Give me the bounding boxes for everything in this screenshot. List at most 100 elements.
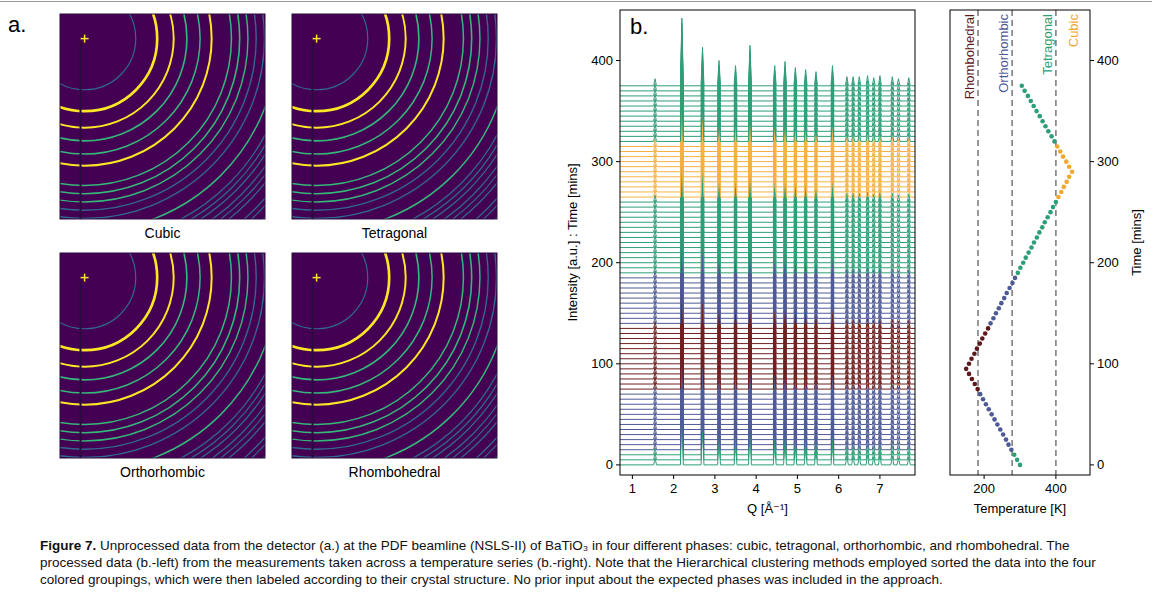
beamstop [312,282,314,458]
x-tick-label: 6 [835,481,842,496]
diffraction-ring [60,253,248,441]
diffraction-ring [292,14,497,219]
scan-point [1006,442,1011,447]
scan-point [970,377,975,382]
y-tick [616,363,620,364]
patterns [620,18,915,465]
detector-image [292,14,497,219]
beam-center [84,35,86,43]
y-tick-label: 400 [591,53,613,68]
plot-frame [950,10,1090,475]
scan-point [1021,260,1026,265]
y-tick [616,161,620,162]
x-tick-label: 2 [670,481,677,496]
diffraction-ring [60,14,157,111]
diffraction-ring [292,253,497,458]
scan-point [1029,245,1034,250]
scan-point [1056,195,1061,200]
y-tick [1090,464,1094,465]
diffraction-ring [292,253,497,458]
diffraction-ring [60,14,136,90]
x-tick-label: 1 [629,481,636,496]
diffraction-ring [60,14,248,202]
detector-background [292,14,497,219]
x-tick-label: 7 [876,481,883,496]
x-axis-title: Q [Å⁻¹] [747,501,788,516]
scan-point [988,321,993,326]
scan-point [1040,119,1045,124]
diffraction-ring [60,14,265,219]
diffraction-ring [292,253,497,458]
diffraction-ring [292,14,496,218]
temperature-points [964,10,1074,475]
x-tick [984,475,985,479]
diffraction-ring [292,14,497,219]
diffraction-ring [60,14,265,219]
scan-point [1009,447,1014,452]
diffraction-ring [60,253,265,458]
y-tick-label: 100 [591,356,613,371]
scan-point [1067,174,1072,179]
diffraction-ring [60,14,265,219]
scan-point [964,367,969,372]
diffraction-ring [292,14,389,111]
scan-point [1070,169,1075,174]
scan-point [984,402,989,407]
caption: Figure 7. Unprocessed data from the dete… [40,537,1115,588]
scan-point [994,311,999,316]
y-tick [1090,161,1094,162]
image-label: Tetragonal [362,225,427,241]
diffraction-ring [60,253,187,380]
scan-point [1061,185,1066,190]
scan-point [972,382,977,387]
detector-background [292,253,497,458]
y-axis-title: Intensity [a.u.] : Time [mins] [565,163,580,321]
diffraction-ring [60,14,265,219]
caption-label: Figure 7. [40,538,96,553]
diffraction-ring [60,253,265,458]
x-tick [756,475,757,479]
detector-background [60,253,265,458]
diffraction-ring [60,14,265,219]
y-tick-label: 0 [1097,457,1104,472]
scan-point [1042,220,1047,225]
x-tick [838,475,839,479]
diffraction-ring [60,253,265,458]
diffraction-ring [60,14,265,219]
x-tick-label: 5 [794,481,801,496]
scan-point [1007,286,1012,291]
scan-point [1052,139,1057,144]
scan-point [1013,276,1018,281]
figure: a.CubicTetragonalOrthorhombicRhombohedra… [0,0,1152,535]
diffraction-ring [292,14,497,219]
scan-point [977,341,982,346]
detector-background [60,14,265,219]
scan-point [1018,265,1023,270]
diffraction-ring [292,14,480,202]
scan-point [969,356,974,361]
scan-point [1054,200,1059,205]
scan-point [1004,291,1009,296]
diffraction-ring [60,253,136,329]
diffraction-ring [60,253,240,433]
scan-point [1002,296,1007,301]
scan-point [1061,154,1066,159]
scan-point [991,316,996,321]
diffraction-ring [292,253,497,458]
beam-center [316,274,318,282]
scan-point [1040,225,1045,230]
beam-center [316,35,318,43]
scan-point [981,397,986,402]
scan-point [1026,250,1031,255]
image-frame [60,14,265,219]
diffraction-ring [60,14,264,218]
diffraction-ring [60,253,265,458]
x-tick-label: 200 [973,481,995,496]
scan-point [1012,452,1017,457]
scan-point [1015,458,1020,463]
image-frame [60,253,265,458]
detector-image [60,14,265,219]
phase-label: Rhombohedral [962,14,977,99]
diffraction-ring [292,253,497,458]
scan-point [975,387,980,392]
